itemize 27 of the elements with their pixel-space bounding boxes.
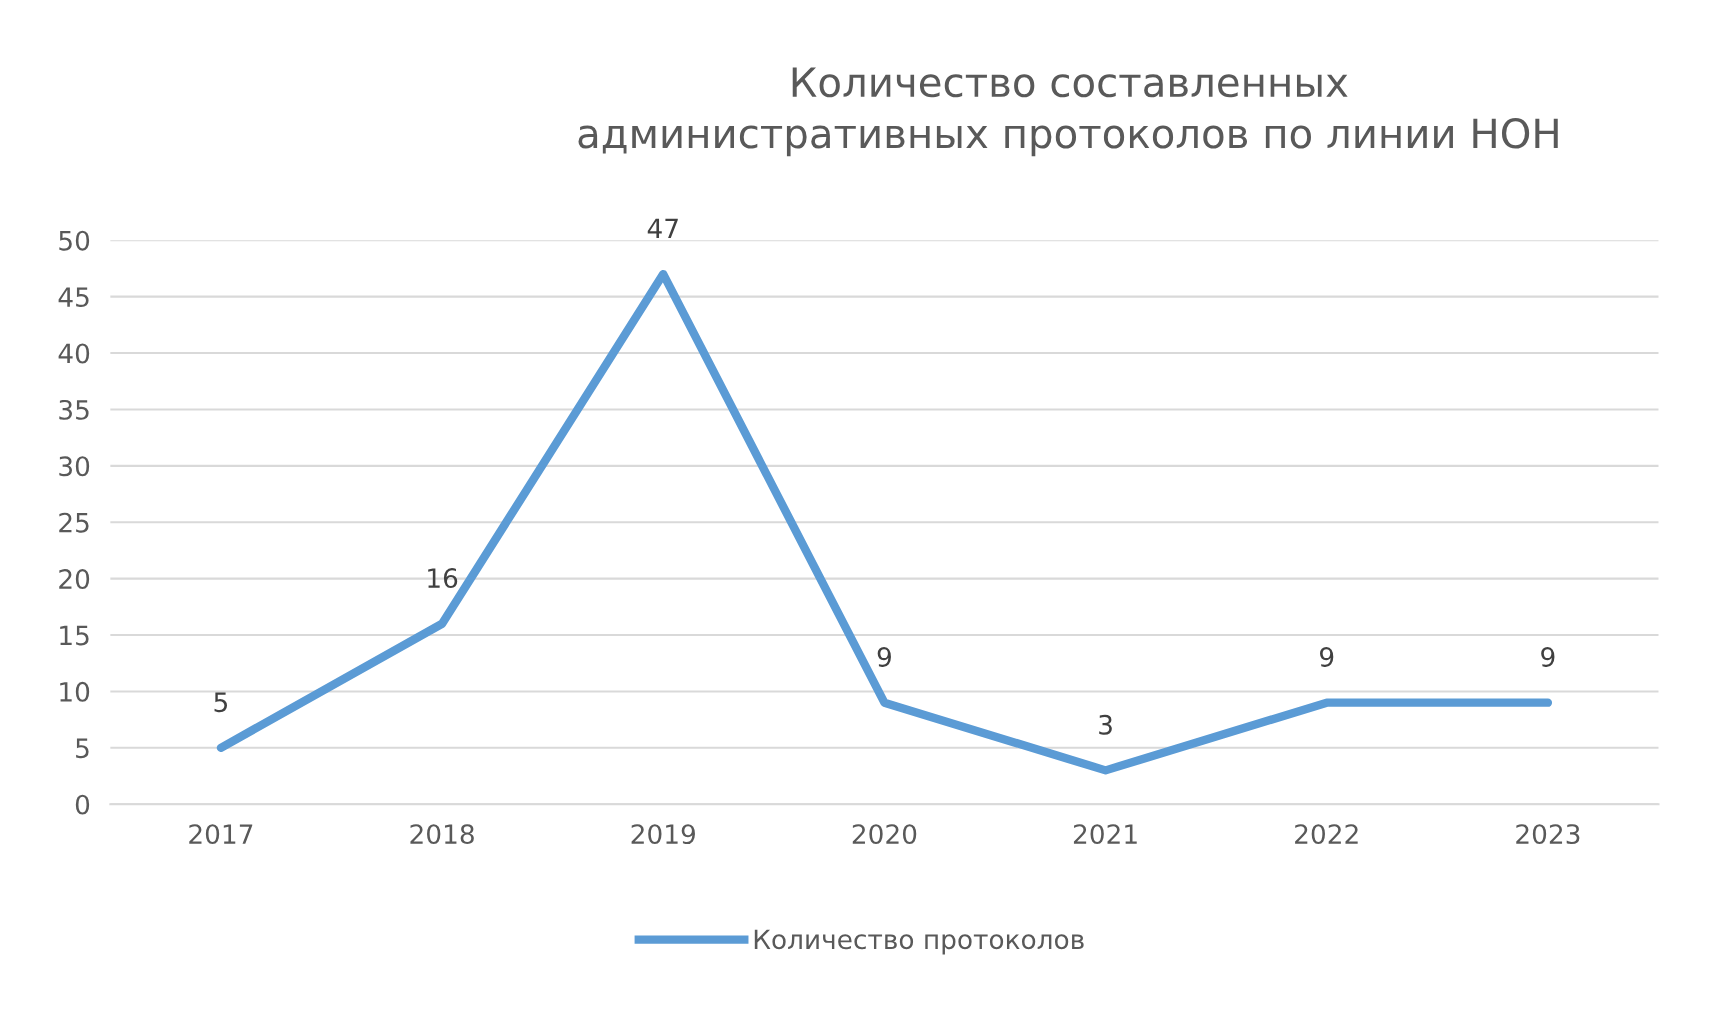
x-tick-label: 2017: [189, 824, 253, 845]
data-label: 5: [214, 692, 228, 713]
x-tick-label: 2023: [1516, 824, 1580, 845]
chart-title: Количество составленных административных протоколов по линии НОН: [578, 67, 1558, 157]
legend-label: Количество протоколов: [754, 929, 1084, 955]
data-label: 3: [1099, 714, 1112, 735]
data-label: 9: [1320, 647, 1334, 668]
x-tick-label: 2018: [410, 824, 474, 845]
y-tick-label: 5: [76, 738, 89, 759]
y-tick-label: 20: [59, 569, 90, 590]
y-tick-label: 45: [58, 287, 89, 308]
y-tick-label: 0: [75, 794, 90, 815]
x-tick-label: 2020: [852, 824, 917, 845]
data-label: 9: [877, 647, 891, 668]
x-tick-label: 2019: [631, 824, 695, 845]
y-tick-label: 40: [58, 343, 90, 364]
data-label: 9: [1541, 647, 1555, 668]
y-tick-label: 50: [59, 230, 90, 251]
data-label: 16: [428, 568, 458, 589]
x-tick-label: 2022: [1295, 824, 1358, 845]
y-tick-label: 30: [59, 456, 90, 477]
y-tick-label: 25: [59, 512, 89, 533]
x-tick-label: 2021: [1073, 824, 1137, 845]
y-tick-label: 35: [59, 399, 89, 420]
y-tick-label: 10: [60, 681, 90, 702]
data-label: 47: [647, 218, 678, 239]
y-tick-label: 15: [60, 625, 89, 646]
